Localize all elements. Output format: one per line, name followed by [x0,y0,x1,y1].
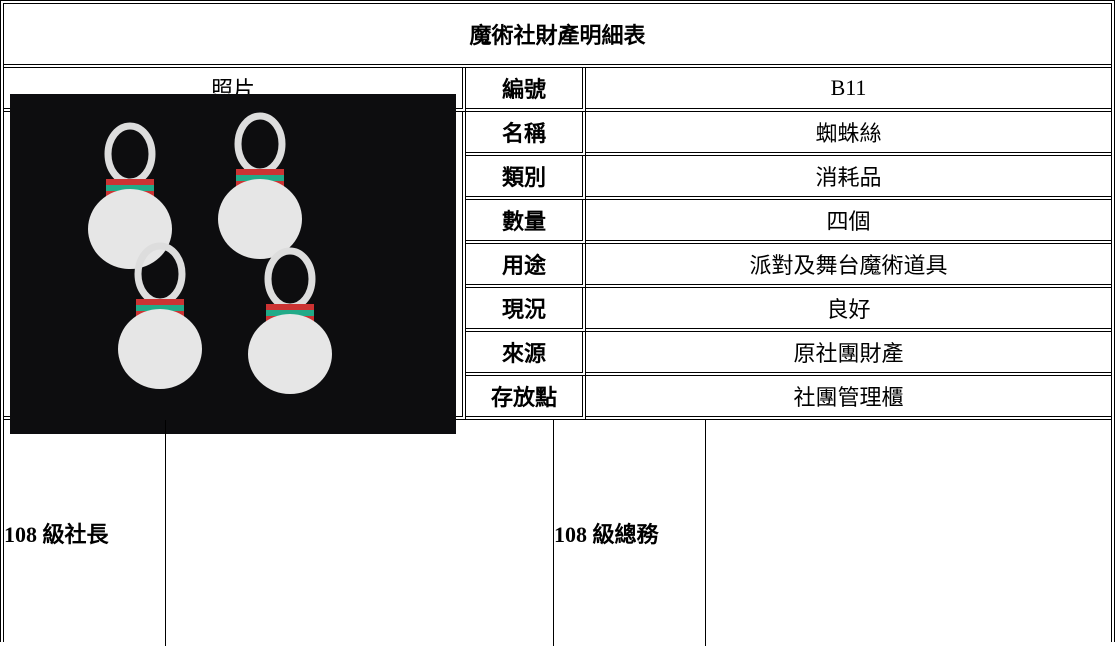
field-label: 用途 [466,244,586,288]
signature-box [166,420,554,646]
field-value: 蜘蛛絲 [586,112,1111,156]
field-label: 存放點 [466,376,586,420]
field-label: 類別 [466,156,586,200]
photo-cell [4,94,466,434]
field-label: 來源 [466,332,586,376]
field-value: 四個 [586,200,1111,244]
field-value: 原社團財產 [586,332,1111,376]
signature-label: 108 級總務 [554,420,706,646]
field-label: 現況 [466,288,586,332]
field-value: 社團管理櫃 [586,376,1111,420]
field-label: 數量 [466,200,586,244]
field-label: 編號 [466,68,586,112]
signature-label: 108 級社長 [4,420,166,646]
photo [10,94,456,434]
signature-box [706,420,1111,646]
field-value: 良好 [586,288,1111,332]
field-value: 消耗品 [586,156,1111,200]
title: 魔術社財產明細表 [4,4,1111,68]
field-value: B11 [586,68,1111,112]
field-label: 名稱 [466,112,586,156]
field-value: 派對及舞台魔術道具 [586,244,1111,288]
